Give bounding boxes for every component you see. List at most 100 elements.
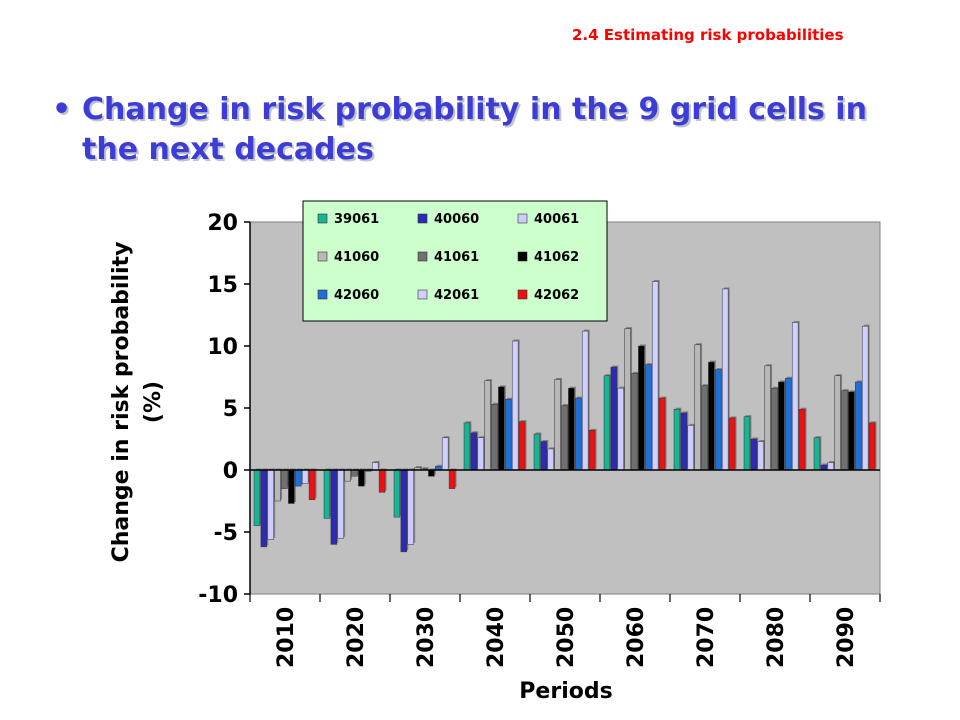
legend-label-42060: 42060 <box>334 288 379 303</box>
bar-42061-2060 <box>651 281 659 471</box>
bar-40061-2040 <box>477 437 484 471</box>
x-tick-label: 2050 <box>554 607 579 668</box>
bar-41060-2060 <box>624 328 631 471</box>
legend-swatch-42061 <box>417 289 428 300</box>
bar-41062-2010 <box>288 469 295 504</box>
y-tick-label: 0 <box>223 459 238 484</box>
bar-39061-2070 <box>673 408 681 471</box>
bar-41062-2060 <box>638 345 645 471</box>
bar-39061-2050 <box>533 433 541 471</box>
bar-40060-2050 <box>540 441 548 471</box>
bar-42061-2050 <box>581 330 589 471</box>
x-tick-label: 2030 <box>414 607 439 668</box>
bar-41061-2020 <box>351 469 358 477</box>
bar-42062-2070 <box>728 417 736 471</box>
bar-41061-2080 <box>771 387 778 471</box>
legend-label-40061: 40061 <box>534 212 579 227</box>
x-tick-label: 2040 <box>484 607 509 668</box>
bullet-headline: • Change in risk probability in the 9 gr… <box>52 90 932 170</box>
bar-42062-2040 <box>518 421 526 471</box>
x-tick-label: 2070 <box>694 607 719 668</box>
bar-41061-2010 <box>281 469 288 489</box>
x-tick-label: 2060 <box>624 607 649 668</box>
bar-39061-2080 <box>743 416 751 471</box>
bar-41062-2020 <box>358 469 365 487</box>
y-ticks-layer: -10 -5 0 5 10 15 20 <box>198 211 250 608</box>
legend-swatch-41060 <box>317 251 328 262</box>
bar-41060-2070 <box>694 344 701 471</box>
bar-42060-2040 <box>505 399 512 471</box>
bar-42062-2080 <box>798 408 806 471</box>
bar-40060-2010 <box>260 469 268 548</box>
bar-42062-2050 <box>588 430 596 471</box>
bar-42062-2060 <box>658 397 666 471</box>
y-tick-label: 15 <box>207 273 238 298</box>
bar-41060-2010 <box>274 469 281 502</box>
x-tick-label: 2090 <box>834 607 859 668</box>
bar-42060-2080 <box>785 377 792 471</box>
bar-40060-2030 <box>400 469 408 553</box>
y-axis-label-line1: Change in risk probability <box>109 242 134 563</box>
legend-label-42062: 42062 <box>534 288 579 303</box>
x-tick-label: 2010 <box>274 607 299 668</box>
y-tick-label: 5 <box>223 397 238 422</box>
bar-39061-2020 <box>323 469 331 519</box>
legend-swatch-41061 <box>417 251 428 262</box>
bar-shadow-42060-2020 <box>366 468 373 470</box>
bar-41061-2050 <box>561 405 568 471</box>
legend-label-41060: 41060 <box>334 250 379 265</box>
bar-40061-2060 <box>617 387 624 471</box>
bar-42061-2020 <box>371 462 379 471</box>
bar-42062-2090 <box>868 422 876 471</box>
bar-42061-2070 <box>721 288 729 471</box>
y-tick-label: -10 <box>198 583 238 608</box>
bar-shadow-41061-2030 <box>423 467 429 469</box>
bars-layer <box>253 280 877 553</box>
bar-42061-2030 <box>441 437 449 471</box>
legend-label-42061: 42061 <box>434 288 479 303</box>
x-tick-label: 2080 <box>764 607 789 668</box>
bar-42061-2010 <box>301 469 309 484</box>
bar-41062-2080 <box>778 381 785 471</box>
chart-legend: 39061 40060 40061 41060 41061 41062 42060 42061… <box>302 200 608 322</box>
bar-shadow-41060-2030 <box>416 466 423 469</box>
section-header: 2.4 Estimating risk probabilities <box>572 26 844 44</box>
y-tick-label: 10 <box>207 335 238 360</box>
bar-42060-2070 <box>715 369 722 471</box>
y-tick-label: -5 <box>214 521 238 546</box>
bar-40061-2010 <box>267 469 274 540</box>
legend-box <box>302 200 608 322</box>
bar-41062-2050 <box>568 387 575 471</box>
bar-41060-2040 <box>484 380 491 471</box>
bar-42061-2040 <box>511 340 519 471</box>
bar-41060-2080 <box>764 365 771 471</box>
bar-42062-2020 <box>378 469 386 493</box>
bar-41062-2040 <box>498 386 505 471</box>
legend-label-39061: 39061 <box>334 212 379 227</box>
bar-41061-2090 <box>841 390 848 471</box>
y-axis-label-line2: (%) <box>141 381 166 423</box>
bar-39061-2040 <box>463 422 471 471</box>
bullet-marker: • <box>52 92 72 127</box>
legend-swatch-40060 <box>417 213 428 224</box>
bar-39061-2030 <box>393 469 401 518</box>
bar-40060-2040 <box>470 432 478 471</box>
bar-42061-2080 <box>791 322 799 471</box>
bar-40061-2080 <box>757 441 764 471</box>
legend-label-41061: 41061 <box>434 250 479 265</box>
bar-41060-2020 <box>344 469 351 482</box>
bar-39061-2060 <box>603 375 611 471</box>
x-axis-label: Periods <box>519 679 612 704</box>
bar-42062-2010 <box>308 469 316 501</box>
legend-swatch-42060 <box>317 289 328 300</box>
bar-41061-2060 <box>631 373 638 471</box>
legend-swatch-40061 <box>517 213 528 224</box>
bar-41060-2090 <box>834 375 841 471</box>
y-tick-label: 20 <box>207 211 238 236</box>
legend-label-40060: 40060 <box>434 212 479 227</box>
x-ticks-layer: 2010 2020 2030 2040 2050 2060 2070 2080 2090 <box>249 594 881 668</box>
legend-swatch-41062 <box>517 251 528 262</box>
bar-40061-2020 <box>337 469 344 539</box>
bar-40061-2070 <box>687 425 694 471</box>
